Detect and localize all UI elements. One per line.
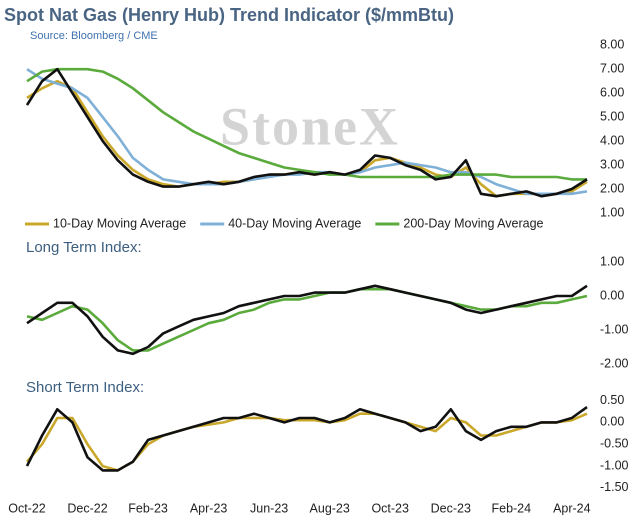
y-tick-label: 5.00 (600, 109, 624, 123)
series-line (25, 67, 588, 198)
x-tick-label: Dec-23 (431, 501, 471, 515)
y-tick-label: 7.00 (600, 61, 624, 75)
y-tick-label: 4.00 (600, 133, 624, 147)
series-line (26, 287, 588, 352)
y-tick-label: 1.00 (600, 254, 624, 268)
x-tick-label: Aug-23 (310, 501, 350, 515)
y-tick-label: 0.00 (600, 288, 624, 302)
x-tick-label: Oct-23 (371, 501, 409, 515)
series-line (26, 412, 588, 472)
y-tick-label: -1.50 (600, 480, 629, 494)
legend-label: 10-Day Moving Average (53, 216, 186, 230)
chart-subtitle: Source: Bloomberg / CME (30, 30, 158, 42)
y-tick-label: -1.00 (600, 322, 629, 336)
y-tick-label: -0.50 (600, 437, 629, 451)
legend-label: 200-Day Moving Average (403, 216, 543, 230)
panel-title: Long Term Index: (26, 239, 142, 256)
y-tick-label: 8.00 (600, 37, 624, 51)
series-line (26, 67, 587, 181)
x-tick-label: Oct-22 (8, 501, 46, 515)
y-tick-label: 6.00 (600, 85, 624, 99)
y-tick-label: 0.50 (600, 393, 624, 407)
watermark: StoneX (220, 96, 400, 156)
x-tick-label: Jun-23 (250, 501, 288, 515)
x-tick-label: Apr-23 (190, 501, 228, 515)
x-tick-label: Dec-22 (67, 501, 107, 515)
panel-title: Short Term Index: (26, 379, 144, 396)
y-tick-label: -1.00 (600, 458, 629, 472)
series-line (26, 284, 588, 356)
y-tick-label: 2.00 (600, 181, 624, 195)
y-tick-label: 0.00 (600, 415, 624, 429)
chart-title: Spot Nat Gas (Henry Hub) Trend Indicator… (4, 5, 454, 25)
x-tick-label: Feb-24 (491, 501, 531, 515)
legend-label: 40-Day Moving Average (228, 216, 361, 230)
x-tick-label: Apr-24 (553, 501, 591, 515)
y-tick-label: 3.00 (600, 157, 624, 171)
x-tick-label: Feb-23 (128, 501, 168, 515)
series-line (25, 406, 588, 472)
y-tick-label: -2.00 (600, 356, 629, 370)
y-tick-label: 1.00 (600, 205, 624, 219)
